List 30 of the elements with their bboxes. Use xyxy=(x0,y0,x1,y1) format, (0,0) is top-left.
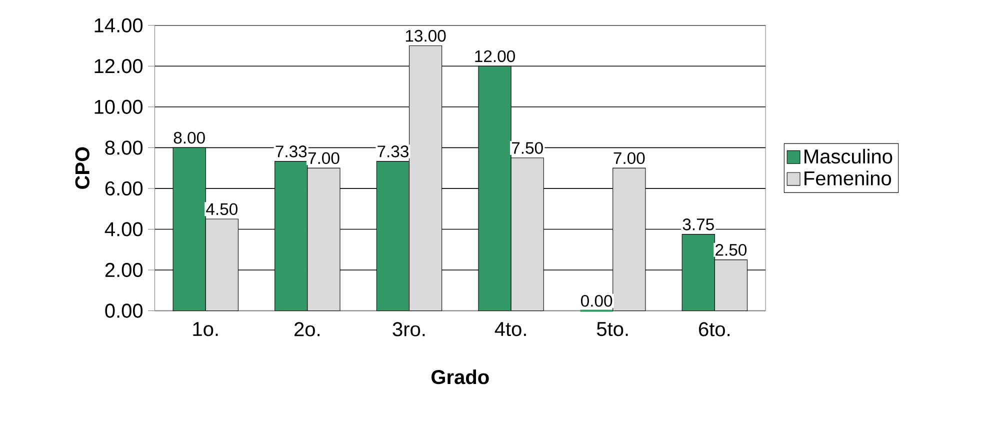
x-tick-label: 3ro. xyxy=(392,322,425,336)
data-label: 13.00 xyxy=(406,30,446,42)
data-label: 4.50 xyxy=(206,202,238,215)
data-label: 7.00 xyxy=(614,152,645,164)
data-label: 2.50 xyxy=(716,244,747,256)
data-label: 3.75 xyxy=(682,218,714,230)
data-label: 7.50 xyxy=(512,142,543,154)
x-axis-title: Grado xyxy=(432,369,489,384)
y-tick-label: 10.00 xyxy=(94,100,143,114)
y-axis-title: CPO xyxy=(75,147,90,189)
data-label: 0.00 xyxy=(581,294,612,307)
legend-label: Femenino xyxy=(804,170,892,186)
y-tick-label: 6.00 xyxy=(105,181,143,196)
x-tick-label: 6to. xyxy=(699,322,730,336)
legend-label: Masculino xyxy=(804,148,892,164)
y-tick-label: 14.00 xyxy=(94,18,143,32)
x-tick-label: 2o. xyxy=(294,322,320,336)
data-label: 7.00 xyxy=(308,152,340,164)
data-label: 12.00 xyxy=(475,50,515,62)
x-tick-label: 5to. xyxy=(596,322,628,336)
y-tick-label: 4.00 xyxy=(104,222,143,236)
y-tick-label: 0.00 xyxy=(105,303,143,318)
x-tick-label: 1o. xyxy=(193,322,218,336)
x-tick-label: 4to. xyxy=(494,322,526,336)
y-tick-label: 8.00 xyxy=(105,140,143,155)
y-tick-label: 2.00 xyxy=(105,262,143,277)
y-tick-label: 12.00 xyxy=(94,58,143,73)
data-label: 8.00 xyxy=(174,132,205,144)
data-label: 7.33 xyxy=(378,145,408,158)
data-label: 7.33 xyxy=(276,145,307,158)
